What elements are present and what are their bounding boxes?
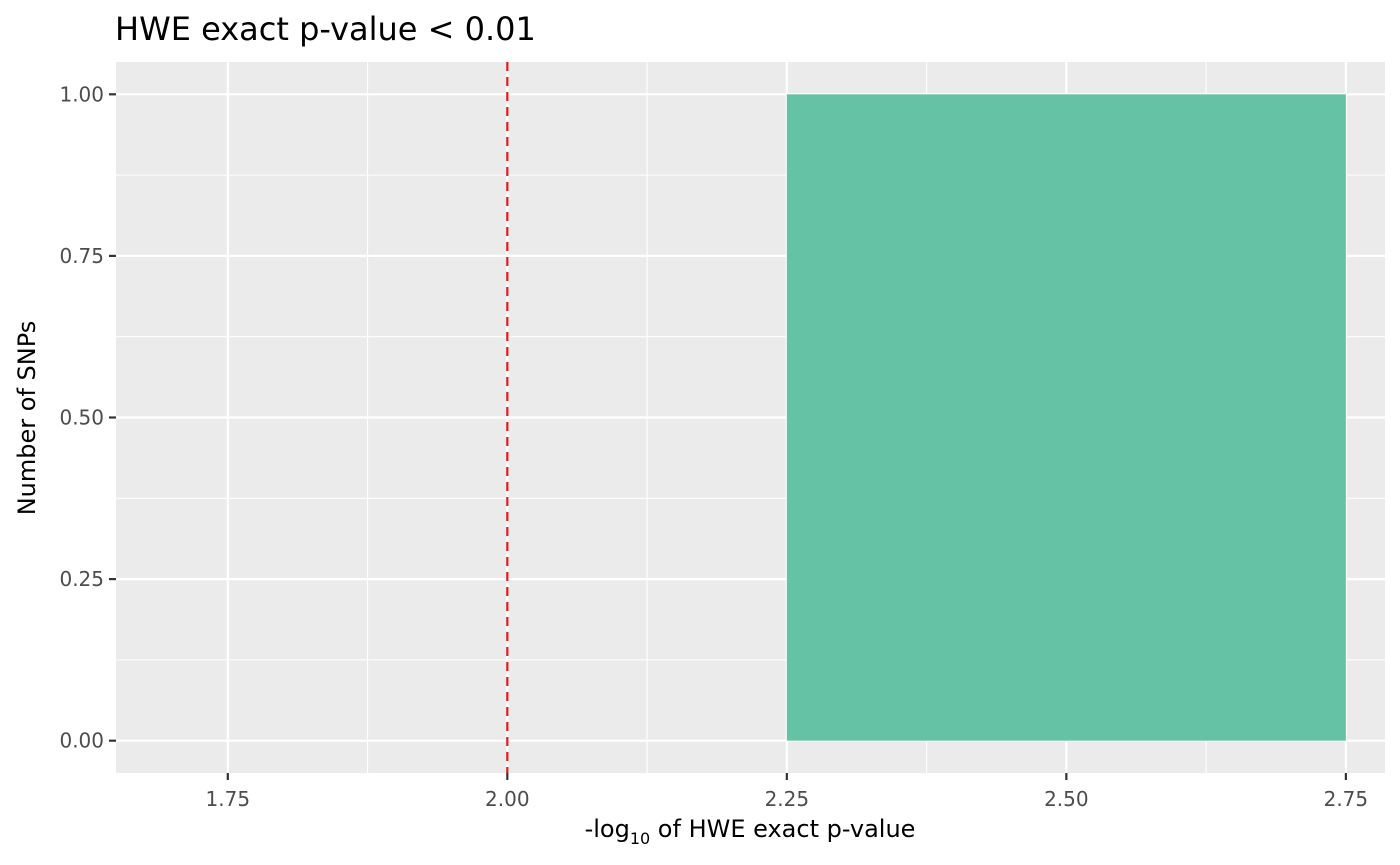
y-tick-label: 0.25 <box>59 567 104 591</box>
y-tick-label: 0.75 <box>59 244 104 268</box>
x-tick-label: 2.00 <box>485 787 530 811</box>
y-axis-title: Number of SNPs <box>13 321 41 516</box>
x-axis-title-prefix: -log <box>585 815 630 843</box>
x-tick-label: 2.50 <box>1044 787 1089 811</box>
bars <box>786 94 1346 741</box>
x-tick-label: 2.75 <box>1324 787 1369 811</box>
x-tick-label: 2.25 <box>765 787 810 811</box>
chart-title: HWE exact p-value < 0.01 <box>115 10 536 48</box>
y-tick-label: 1.00 <box>59 82 104 106</box>
axis-ticks: 1.75 2.00 2.25 2.50 2.75 0.00 0.25 0.50 0.75 1.00 <box>59 82 1368 811</box>
x-axis-title-subscript: 10 <box>630 829 650 848</box>
histogram-bar <box>786 94 1346 741</box>
y-tick-label: 0.50 <box>59 406 104 430</box>
y-tick-label: 0.00 <box>59 729 104 753</box>
x-axis-title-suffix: of HWE exact p-value <box>650 815 915 843</box>
x-axis-title: -log10 of HWE exact p-value <box>585 815 916 848</box>
x-tick-label: 1.75 <box>206 787 251 811</box>
